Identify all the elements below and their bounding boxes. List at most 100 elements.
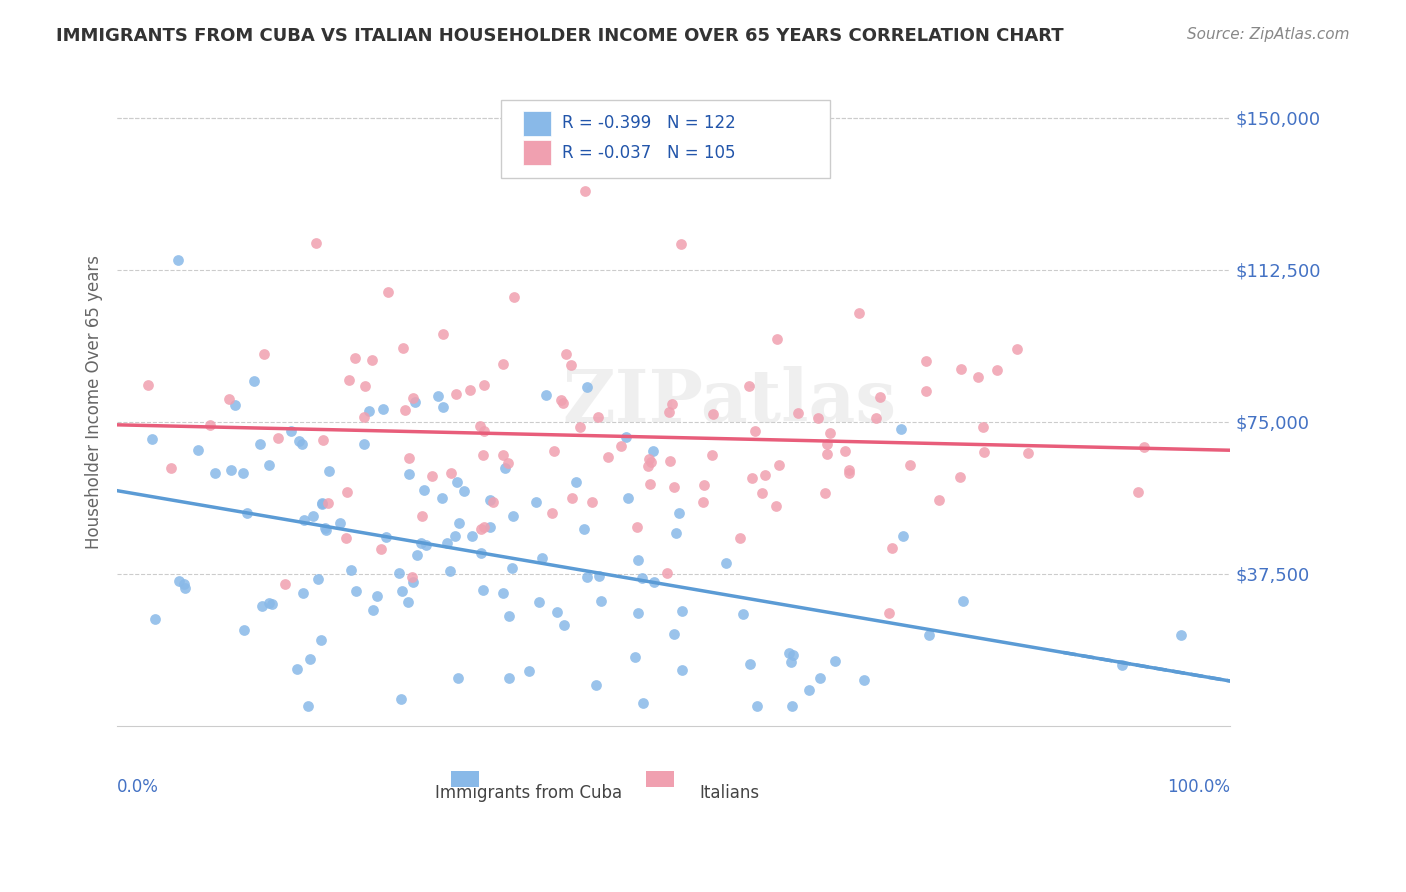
Point: [898, 458, 921, 472]
Point: [373, 401, 395, 416]
Point: [617, 491, 640, 505]
Point: [1017, 445, 1039, 459]
Point: [744, 425, 766, 439]
Point: [541, 506, 564, 520]
Point: [318, 495, 340, 509]
Point: [243, 374, 266, 388]
Point: [337, 373, 360, 387]
Point: [779, 646, 801, 660]
Point: [780, 698, 803, 713]
Point: [398, 450, 420, 465]
Bar: [645, 772, 673, 788]
Point: [335, 531, 357, 545]
Point: [627, 553, 650, 567]
Point: [668, 506, 690, 520]
Point: [370, 541, 392, 556]
Point: [574, 184, 596, 198]
Y-axis label: Householder Income Over 65 years: Householder Income Over 65 years: [86, 254, 103, 549]
Point: [402, 574, 425, 589]
Point: [173, 576, 195, 591]
Point: [260, 597, 283, 611]
Point: [517, 664, 540, 678]
Point: [561, 491, 583, 505]
Point: [665, 525, 688, 540]
Point: [470, 522, 492, 536]
Point: [782, 648, 804, 662]
Point: [818, 425, 841, 440]
Point: [389, 692, 412, 706]
Point: [728, 532, 751, 546]
Point: [766, 332, 789, 346]
Point: [482, 495, 505, 509]
Point: [391, 583, 413, 598]
Point: [973, 444, 995, 458]
Point: [377, 285, 399, 299]
Text: Italians: Italians: [699, 784, 759, 802]
Point: [479, 520, 502, 534]
Point: [879, 606, 901, 620]
Point: [398, 467, 420, 481]
Point: [472, 520, 495, 534]
Point: [591, 593, 613, 607]
Point: [444, 529, 467, 543]
Point: [865, 410, 887, 425]
Point: [318, 463, 340, 477]
Point: [731, 607, 754, 622]
Point: [498, 456, 520, 470]
Point: [353, 409, 375, 424]
Point: [430, 491, 453, 505]
Point: [361, 603, 384, 617]
Point: [815, 437, 838, 451]
Point: [232, 466, 254, 480]
Point: [623, 649, 645, 664]
Point: [576, 569, 599, 583]
Point: [267, 431, 290, 445]
Point: [366, 589, 388, 603]
Point: [1126, 484, 1149, 499]
Point: [572, 522, 595, 536]
Point: [287, 662, 309, 676]
Bar: [523, 140, 551, 165]
Point: [662, 627, 685, 641]
Point: [641, 443, 664, 458]
Point: [569, 419, 592, 434]
Point: [491, 357, 513, 371]
Point: [928, 493, 950, 508]
Point: [396, 595, 419, 609]
Point: [768, 458, 790, 472]
Point: [143, 612, 166, 626]
Point: [693, 477, 716, 491]
Point: [524, 495, 547, 509]
Point: [458, 383, 481, 397]
Point: [741, 471, 763, 485]
Point: [392, 342, 415, 356]
Point: [643, 574, 665, 589]
Point: [986, 363, 1008, 377]
Point: [502, 509, 524, 524]
Point: [447, 671, 470, 685]
Point: [588, 568, 610, 582]
Point: [952, 593, 974, 607]
Point: [662, 480, 685, 494]
Point: [834, 444, 856, 458]
Point: [838, 466, 860, 480]
Point: [751, 485, 773, 500]
Point: [141, 432, 163, 446]
Point: [807, 410, 830, 425]
Point: [299, 651, 322, 665]
Point: [581, 495, 603, 509]
Point: [305, 235, 328, 250]
Point: [309, 633, 332, 648]
Point: [174, 581, 197, 595]
Point: [160, 461, 183, 475]
Point: [814, 486, 837, 500]
Point: [405, 548, 427, 562]
Point: [136, 378, 159, 392]
Point: [167, 253, 190, 268]
Point: [472, 582, 495, 597]
Text: ZIPatlas: ZIPatlas: [562, 366, 897, 437]
Point: [586, 409, 609, 424]
Point: [291, 437, 314, 451]
Point: [852, 673, 875, 688]
Point: [564, 475, 586, 489]
